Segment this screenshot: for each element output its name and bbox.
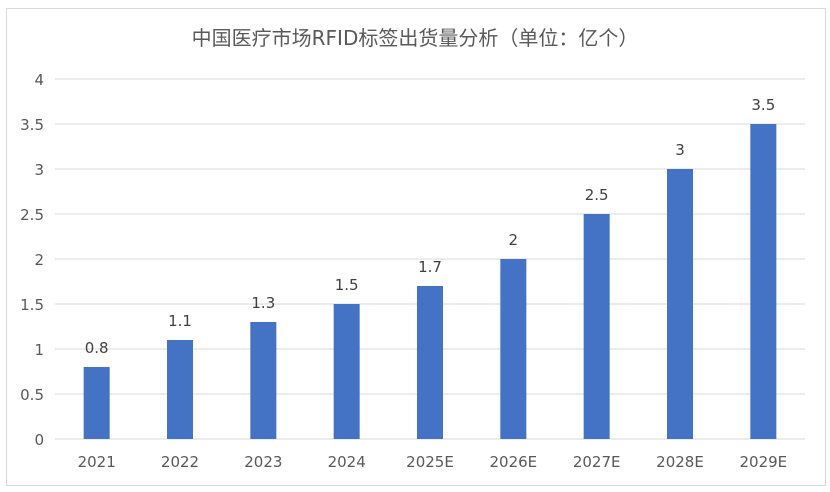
x-tick-label: 2029E bbox=[740, 453, 788, 471]
bar bbox=[83, 367, 110, 439]
chart-title: 中国医疗市场RFID标签出货量分析（单位：亿个） bbox=[191, 26, 639, 50]
data-label: 0.8 bbox=[85, 339, 109, 357]
x-tick-label: 2021 bbox=[78, 453, 116, 471]
data-label: 1.5 bbox=[335, 276, 359, 294]
bar bbox=[417, 286, 443, 439]
bar bbox=[500, 259, 527, 439]
bar bbox=[167, 340, 193, 439]
data-label: 1.7 bbox=[418, 258, 442, 276]
x-tick-label: 2026E bbox=[490, 453, 538, 471]
x-tick-label: 2025E bbox=[406, 453, 454, 471]
bar bbox=[667, 169, 693, 439]
y-tick-label: 0 bbox=[34, 431, 44, 449]
x-tick-label: 2027E bbox=[573, 453, 621, 471]
y-tick-label: 1 bbox=[34, 341, 44, 359]
bar bbox=[250, 322, 277, 439]
bar bbox=[583, 214, 610, 439]
y-tick-label: 2.5 bbox=[20, 206, 44, 224]
y-tick-label: 3.5 bbox=[20, 116, 44, 134]
data-label: 1.3 bbox=[251, 294, 275, 312]
data-label: 3.5 bbox=[751, 96, 775, 114]
chart-frame bbox=[6, 8, 826, 486]
data-label: 2.5 bbox=[585, 186, 609, 204]
bar bbox=[750, 124, 777, 439]
y-tick-label: 1.5 bbox=[20, 296, 44, 314]
x-tick-label: 2028E bbox=[656, 453, 704, 471]
y-tick-label: 2 bbox=[34, 251, 44, 269]
data-label: 1.1 bbox=[168, 312, 192, 330]
x-tick-label: 2024 bbox=[328, 453, 366, 471]
data-label: 3 bbox=[675, 141, 685, 159]
y-tick-label: 3 bbox=[34, 161, 44, 179]
x-tick-label: 2023 bbox=[244, 453, 282, 471]
data-label: 2 bbox=[509, 231, 519, 249]
x-tick-label: 2022 bbox=[161, 453, 199, 471]
y-tick-label: 0.5 bbox=[20, 386, 44, 404]
bar bbox=[333, 304, 360, 439]
y-tick-label: 4 bbox=[34, 71, 44, 89]
